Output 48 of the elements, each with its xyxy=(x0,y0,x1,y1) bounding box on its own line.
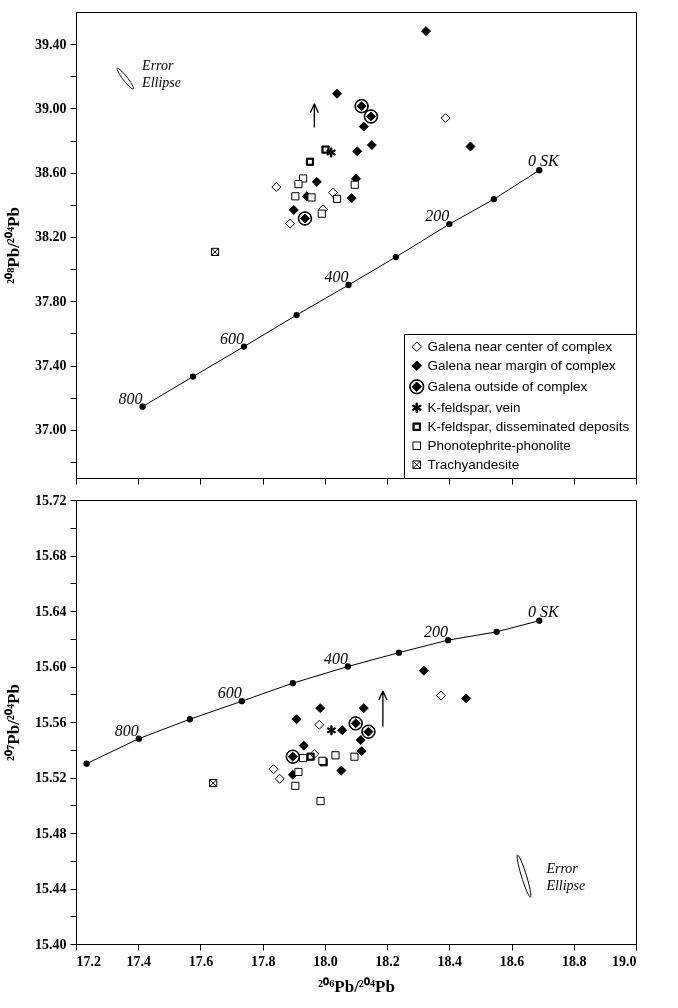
y-tick-label: 15.56 xyxy=(35,714,67,730)
x-axis-title: ²⁰⁶Pb/²⁰⁴Pb xyxy=(318,976,395,996)
annotation: 800 xyxy=(118,389,143,407)
x-tick-label: 18.2 xyxy=(375,953,400,969)
y-tick-label: 38.60 xyxy=(35,165,67,181)
legend-label: K-feldspar, disseminated deposits xyxy=(427,418,630,434)
x-tick-label: 18.6 xyxy=(499,953,525,969)
legend-label: Galena near center of complex xyxy=(427,338,613,354)
y-tick-label: 37.40 xyxy=(35,358,67,374)
x-tick-label: 19.0 xyxy=(612,953,637,969)
x-tick-label: 17.2 xyxy=(76,953,101,969)
y-tick-label: 38.20 xyxy=(35,229,67,245)
y-tick-label: 15.60 xyxy=(35,659,67,674)
legend-label: Galena near margin of complex xyxy=(427,357,617,373)
annotation: Error Ellipse xyxy=(545,860,586,893)
legend-label: Phonotephrite-phonolite xyxy=(427,437,571,453)
annotation: Error Ellipse xyxy=(141,57,181,90)
y-tick-label: 15.40 xyxy=(35,936,67,952)
x-tick-label: 18.0 xyxy=(313,953,338,969)
annotation: 600 xyxy=(220,329,244,347)
x-tick-label: 17.8 xyxy=(250,953,276,969)
annotation: 400 xyxy=(324,268,349,286)
x-tick-label: 18.4 xyxy=(437,953,463,969)
y-tick-label: 37.00 xyxy=(35,422,67,438)
y-tick-label: 15.72 xyxy=(35,492,67,508)
y-tick-label: 15.48 xyxy=(35,825,67,841)
y-tick-label: 15.52 xyxy=(35,770,67,785)
annotation: 600 xyxy=(217,684,242,702)
y-tick-label: 15.64 xyxy=(35,603,67,619)
annotation: 800 xyxy=(114,721,139,739)
y-tick-label: 39.40 xyxy=(35,36,67,52)
annotation: 200 xyxy=(424,623,449,641)
y-axis-title: ²⁰⁷Pb/²⁰⁴Pb xyxy=(4,684,23,761)
annotation: 400 xyxy=(323,649,348,667)
y-axis-title: ²⁰⁸Pb/²⁰⁴Pb xyxy=(4,207,23,284)
x-tick-label: 18.8 xyxy=(562,953,587,969)
y-tick-label: 15.44 xyxy=(35,881,67,896)
x-tick-label: 17.6 xyxy=(188,953,214,969)
annotation: 0 SK xyxy=(527,152,560,170)
y-tick-label: 15.68 xyxy=(35,548,67,563)
legend-label: Trachyandesite xyxy=(427,456,520,472)
annotation: 200 xyxy=(425,207,450,225)
annotation: 0 SK xyxy=(527,602,560,620)
x-tick-label: 17.4 xyxy=(126,953,151,969)
legend-label: Galena outside of complex xyxy=(427,378,588,394)
y-tick-label: 39.00 xyxy=(35,100,67,116)
legend-label: K-feldspar, vein xyxy=(427,399,521,415)
y-tick-label: 37.80 xyxy=(35,293,67,309)
